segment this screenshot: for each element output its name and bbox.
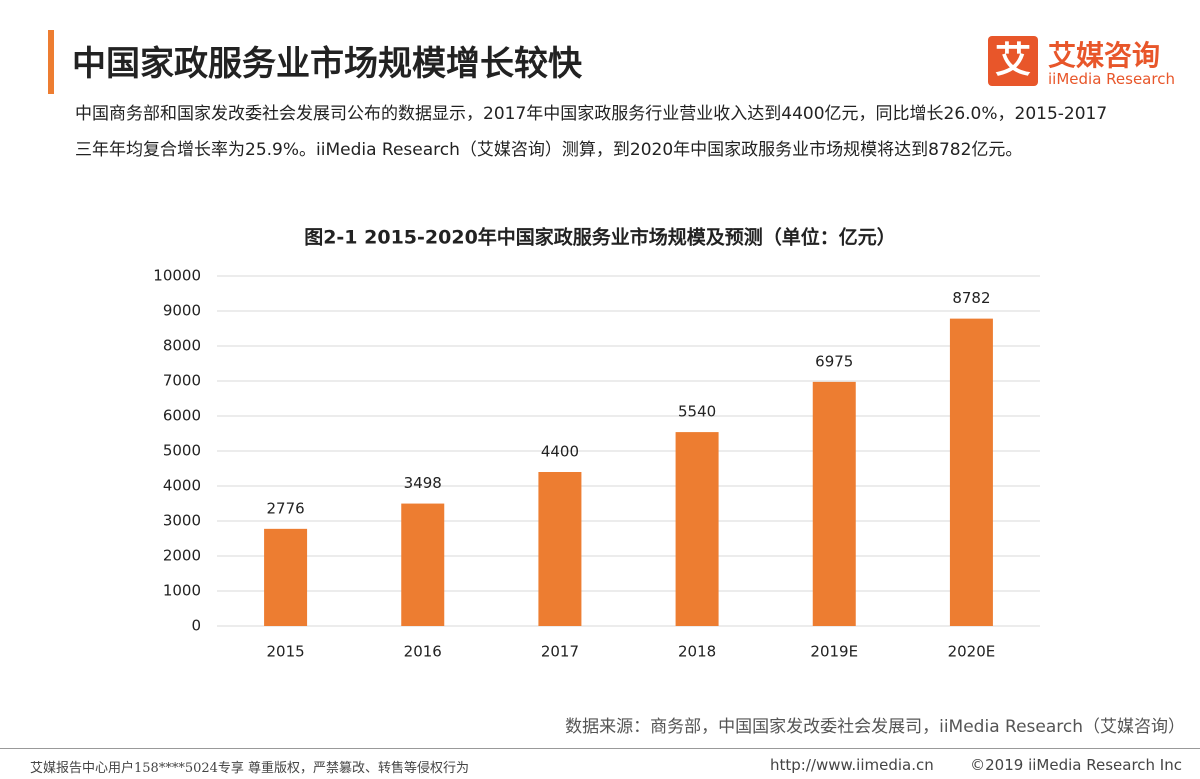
bar — [401, 503, 445, 626]
bar — [538, 472, 582, 626]
x-tick-label: 2017 — [541, 643, 579, 661]
bar — [812, 381, 856, 626]
x-tick-label: 2018 — [678, 643, 716, 661]
value-label: 3498 — [404, 474, 442, 492]
footer-notice: 艾媒报告中心用户158****5024专享 尊重版权，严禁篡改、转售等侵权行为 — [30, 761, 470, 776]
y-tick-label: 1000 — [163, 582, 201, 600]
logo-icon: 艾 — [988, 36, 1038, 86]
intro-text: 中国商务部和国家发改委社会发展司公布的数据显示，2017年中国家政服务行业营业收… — [75, 104, 1108, 160]
source: 数据来源：商务部，中国国家发改委社会发展司，iiMedia Research（艾… — [565, 717, 1185, 737]
y-tick-label: 2000 — [163, 547, 201, 565]
footer-url[interactable]: http://www.iimedia.cn — [770, 756, 934, 774]
y-tick-label: 9000 — [163, 302, 201, 320]
y-tick-label: 7000 — [163, 372, 201, 390]
bar — [675, 432, 719, 626]
chart: 图2-1 2015-2020年中国家政服务业市场规模及预测（单位：亿元） 0 10… — [153, 226, 1040, 661]
footer-line — [0, 748, 1200, 749]
x-tick-label: 2019E — [810, 643, 858, 661]
y-tick-label: 5000 — [163, 442, 201, 460]
y-tick-label: 6000 — [163, 407, 201, 425]
value-label: 5540 — [678, 403, 716, 421]
y-tick-label: 4000 — [163, 477, 201, 495]
bar — [949, 318, 993, 626]
y-tick-label: 3000 — [163, 512, 201, 530]
value-label: 4400 — [541, 443, 579, 461]
bar — [264, 528, 308, 626]
footer-copyright: ©2019 iiMedia Research Inc — [970, 756, 1182, 774]
chart-title: 图2-1 2015-2020年中国家政服务业市场规模及预测（单位：亿元） — [304, 226, 896, 249]
value-label: 2776 — [266, 499, 304, 517]
value-label: 6975 — [815, 352, 853, 370]
logo-en: iiMedia Research — [1048, 70, 1175, 88]
accent-bar — [48, 30, 54, 94]
x-tick-label: 2020E — [948, 643, 996, 661]
value-label: 8782 — [952, 289, 990, 307]
page-title: 中国家政服务业市场规模增长较快 — [72, 44, 582, 84]
x-tick-label: 2016 — [404, 643, 442, 661]
y-tick-label: 10000 — [153, 267, 201, 285]
y-tick-label: 8000 — [163, 337, 201, 355]
y-tick-label: 0 — [191, 617, 201, 635]
logo-name: 艾媒咨询 — [1048, 39, 1161, 72]
x-tick-label: 2015 — [266, 643, 304, 661]
